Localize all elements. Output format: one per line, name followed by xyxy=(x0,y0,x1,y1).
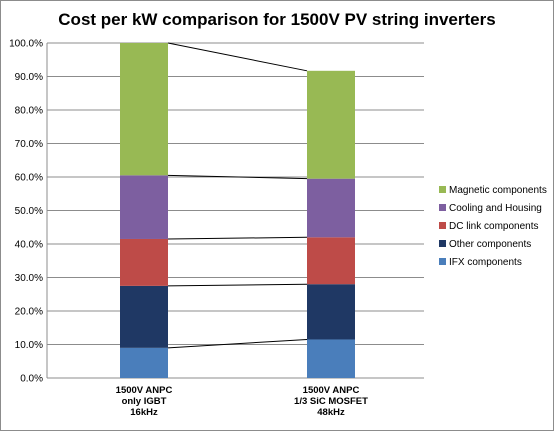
legend-label: Other components xyxy=(449,239,531,250)
legend-label: Cooling and Housing xyxy=(449,203,542,214)
y-tick-label: 10.0% xyxy=(15,340,43,351)
x-category-label: 1500V ANPC 1/3 SiC MOSFET 48kHz xyxy=(294,385,368,418)
y-tick-label: 0.0% xyxy=(20,374,43,385)
y-tick-label: 90.0% xyxy=(15,72,43,83)
gridlines xyxy=(46,42,424,379)
y-tick-label: 50.0% xyxy=(15,206,43,217)
legend-swatch xyxy=(439,186,446,193)
legend-label: Magnetic components xyxy=(449,185,547,196)
bar-segment xyxy=(120,238,168,286)
y-tick-label: 80.0% xyxy=(15,106,43,117)
legend: Magnetic components Cooling and Housing DC… xyxy=(439,185,547,268)
y-tick-label: 100.0% xyxy=(9,39,43,50)
y-tick-label: 20.0% xyxy=(15,307,43,318)
bar-segment xyxy=(307,284,355,340)
y-tick-label: 30.0% xyxy=(15,273,43,284)
x-category-label: 1500V ANPC only IGBT 16kHz xyxy=(116,385,173,418)
bars xyxy=(120,43,355,378)
y-tick-label: 40.0% xyxy=(15,240,43,251)
bar-segment xyxy=(120,175,168,239)
connector-line xyxy=(167,338,308,349)
bar-segment xyxy=(120,43,168,176)
connector-line xyxy=(167,236,308,240)
bar-segment xyxy=(307,339,355,378)
legend-swatch xyxy=(439,222,446,229)
chart-title: Cost per kW comparison for 1500V PV stri… xyxy=(58,10,496,29)
bar-segment xyxy=(307,178,355,238)
bar-segment xyxy=(120,347,168,378)
y-tick-label: 70.0% xyxy=(15,139,43,150)
legend-swatch xyxy=(439,258,446,265)
legend-label: DC link components xyxy=(449,221,538,232)
legend-swatch xyxy=(439,240,446,247)
bar-segment xyxy=(120,285,168,348)
connector-line xyxy=(167,174,308,180)
y-axis-ticks: 0.0% 10.0% 20.0% 30.0% 40.0% 50.0% 60.0% 70.0% 8… xyxy=(9,39,43,385)
y-tick-label: 60.0% xyxy=(15,173,43,184)
bar-segment xyxy=(307,237,355,285)
bar-segment xyxy=(307,70,355,179)
connector-lines xyxy=(167,42,308,349)
connector-line xyxy=(167,42,308,72)
legend-swatch xyxy=(439,204,446,211)
x-axis-categories: 1500V ANPC only IGBT 16kHz 1500V ANPC 1/3 Si… xyxy=(116,385,368,418)
connector-line xyxy=(167,283,308,287)
legend-label: IFX components xyxy=(449,257,522,268)
